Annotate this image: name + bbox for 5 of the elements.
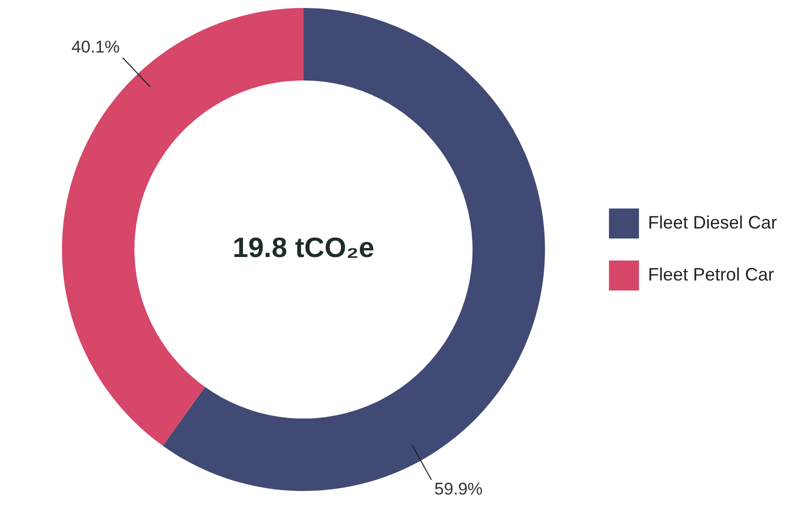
legend-label: Fleet Diesel Car [648, 212, 778, 232]
legend-label: Fleet Petrol Car [648, 264, 774, 284]
text: 19.8 tCO₂e [232, 232, 374, 264]
data-label: 40.1% [72, 37, 120, 56]
data-label: 59.9% [434, 480, 483, 499]
